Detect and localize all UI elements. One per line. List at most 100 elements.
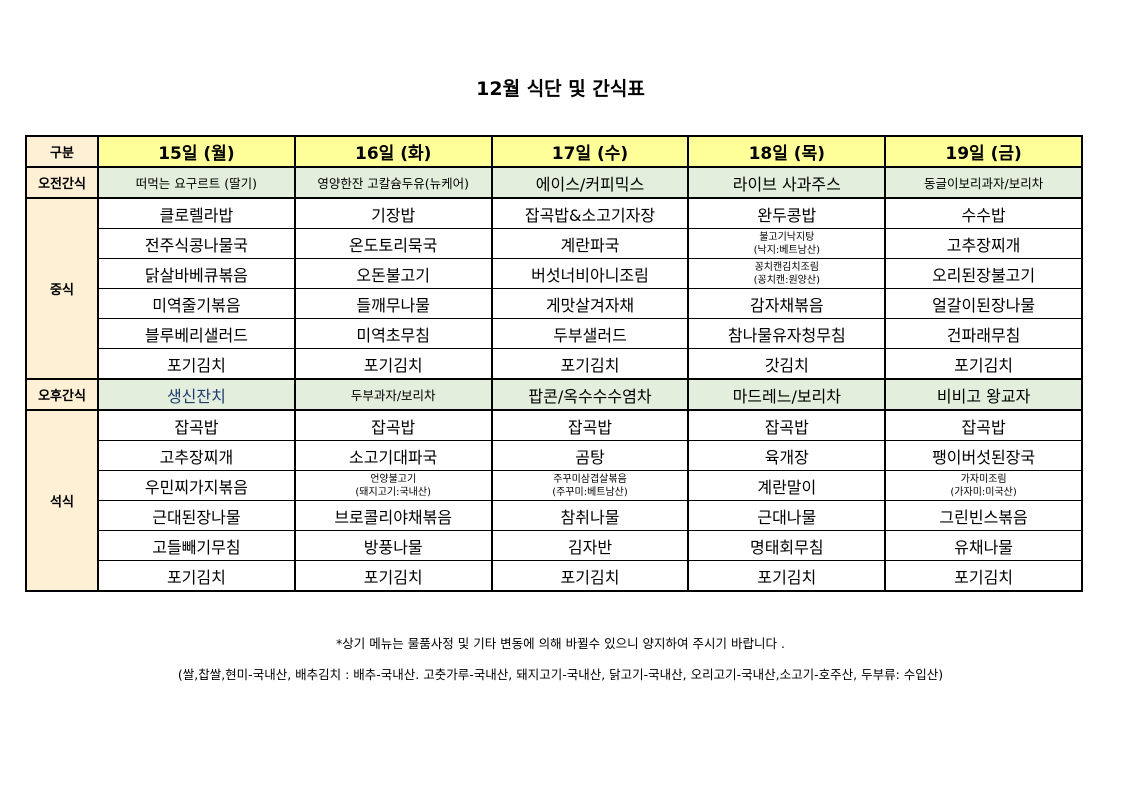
lunch-row: 포기김치 포기김치 포기김치 갓김치 포기김치: [26, 348, 1083, 380]
dinner-row: 고들빼기무침 방풍나물 김자반 명태회무침 유채나물: [26, 530, 1083, 561]
row-label: 중식: [25, 197, 99, 380]
menu-cell: 명태회무침: [687, 530, 887, 561]
menu-cell: 근대나물: [687, 500, 887, 531]
dinner-row: 근대된장나물 브로콜리야채볶음 참취나물 근대나물 그린빈스볶음: [26, 500, 1083, 531]
header-row: 구분 15일 (월) 16일 (화) 17일 (수) 18일 (목) 19일 (금): [25, 135, 1083, 168]
origin-text: (쌀,찹쌀,현미-국내산, 배추김치 : 배추-국내산. 고춧가루-국내산, 돼…: [177, 667, 944, 682]
menu-cell: 포기김치: [97, 560, 296, 592]
dinner-row: 우민찌가지볶음 언양불고기 (돼지고기:국내산) 주꾸미삼겹살볶음 (주꾸미:베트남산)…: [26, 470, 1083, 501]
menu-table: 구분 15일 (월) 16일 (화) 17일 (수) 18일 (목) 19일 (금) 오전간…: [25, 135, 1083, 592]
menu-cell: 동글이보리과자/보리차: [884, 166, 1083, 199]
menu-cell: 마드레느/보리차: [687, 378, 887, 411]
menu-cell: 전주식콩나물국: [97, 228, 296, 259]
lunch-row: 중식 클로렐라밥 기장밥 잡곡밥&소고기자장 완두콩밥 수수밥: [25, 197, 1083, 380]
menu-cell: 꽁치캔김치조림 (꽁치캔:원양산): [687, 258, 887, 289]
lunch-row: 블루베리샐러드 미역초무침 두부샐러드 참나물유자청무침 건파래무침: [26, 318, 1083, 349]
menu-cell: 얼갈이된장나물: [884, 288, 1083, 319]
menu-cell: 육개장: [687, 440, 887, 471]
menu-cell: 미역줄기볶음: [97, 288, 296, 319]
lunch-row: 미역줄기볶음 들깨무나물 게맛살겨자채 감자채볶음 얼갈이된장나물: [26, 288, 1083, 319]
menu-cell: 고들빼기무침: [97, 530, 296, 561]
menu-cell: 오돈불고기: [293, 258, 493, 289]
menu-cell: 우민찌가지볶음: [97, 470, 296, 501]
menu-cell: 불고기낙지탕 (낙지:베트남산): [687, 228, 887, 259]
menu-cell: 근대된장나물: [97, 500, 296, 531]
menu-cell: 계란파국: [490, 228, 690, 259]
menu-cell: 수수밥: [884, 197, 1083, 229]
menu-cell: 닭살바베큐볶음: [97, 258, 296, 289]
menu-cell: 기장밥: [293, 197, 493, 229]
menu-cell: 가자미조림 (가자미:미국산): [884, 470, 1083, 501]
menu-item: 꽁치캔김치조림: [754, 261, 819, 273]
menu-cell: 고추장찌개: [97, 440, 296, 471]
menu-cell: 비비고 왕교자: [884, 378, 1083, 411]
menu-cell: 언양불고기 (돼지고기:국내산): [293, 470, 493, 501]
day-header: 16일 (화): [293, 135, 493, 168]
row-label: 오후간식: [25, 378, 99, 411]
lunch-row: 전주식콩나물국 온도토리묵국 계란파국 불고기낙지탕 (낙지:베트남산) 고추장찌개: [26, 228, 1083, 259]
menu-item: 불고기낙지탕: [759, 231, 815, 243]
menu-cell: 포기김치: [490, 348, 690, 380]
dinner-row: 포기김치 포기김치 포기김치 포기김치 포기김치: [26, 560, 1083, 592]
menu-cell: 게맛살겨자채: [490, 288, 690, 319]
menu-cell: 두부과자/보리차: [293, 378, 493, 411]
menu-cell: 브로콜리야채볶음: [293, 500, 493, 531]
dinner-row: 고추장찌개 소고기대파국 곰탕 육개장 팽이버섯된장국: [26, 440, 1083, 471]
origin-note: (주꾸미:베트남산): [552, 486, 628, 498]
menu-cell: 잡곡밥: [687, 409, 887, 441]
row-label: 오전간식: [25, 166, 99, 199]
menu-cell: 김자반: [490, 530, 690, 561]
origin-note: (낙지:베트남산): [753, 244, 820, 256]
menu-cell: 포기김치: [97, 348, 296, 380]
menu-cell: 생신잔치: [97, 378, 296, 411]
menu-cell: 포기김치: [687, 560, 887, 592]
menu-cell: 온도토리묵국: [293, 228, 493, 259]
menu-cell: 클로렐라밥: [97, 197, 296, 229]
day-header: 15일 (월): [97, 135, 296, 168]
origin-note: (꽁치캔:원양산): [753, 274, 820, 286]
menu-cell: 유채나물: [884, 530, 1083, 561]
menu-cell: 감자채볶음: [687, 288, 887, 319]
menu-cell: 고추장찌개: [884, 228, 1083, 259]
dinner-row: 석식 잡곡밥 잡곡밥 잡곡밥 잡곡밥 잡곡밥: [25, 409, 1083, 592]
menu-cell: 방풍나물: [293, 530, 493, 561]
menu-cell: 잡곡밥: [293, 409, 493, 441]
header-label: 구분: [25, 135, 99, 168]
menu-cell: 잡곡밥&소고기자장: [490, 197, 690, 229]
menu-cell: 포기김치: [293, 348, 493, 380]
menu-cell: 오리된장불고기: [884, 258, 1083, 289]
row-label: 석식: [25, 409, 99, 592]
menu-cell: 잡곡밥: [490, 409, 690, 441]
menu-cell: 블루베리샐러드: [97, 318, 296, 349]
menu-cell: 포기김치: [490, 560, 690, 592]
menu-item: 주꾸미삼겹살볶음: [553, 473, 627, 485]
menu-cell: 팽이버섯된장국: [884, 440, 1083, 471]
menu-cell: 참나물유자청무침: [687, 318, 887, 349]
lunch-row: 닭살바베큐볶음 오돈불고기 버섯너비아니조림 꽁치캔김치조림 (꽁치캔:원양산) 오리된장…: [26, 258, 1083, 289]
day-header: 18일 (목): [687, 135, 887, 168]
menu-cell: 주꾸미삼겹살볶음 (주꾸미:베트남산): [490, 470, 690, 501]
morning-snack-row: 오전간식 떠먹는 요구르트 (딸기) 영양한잔 고칼슘두유(뉴케어) 에이스/커피믹스…: [25, 166, 1083, 199]
menu-cell: 갓김치: [687, 348, 887, 380]
menu-cell: 포기김치: [293, 560, 493, 592]
menu-cell: 영양한잔 고칼슘두유(뉴케어): [293, 166, 493, 199]
notice-text: *상기 메뉴는 물품사정 및 기타 변동에 의해 바뀔수 있으니 양지하여 주시…: [336, 636, 785, 651]
menu-cell: 건파래무침: [884, 318, 1083, 349]
menu-cell: 포기김치: [884, 348, 1083, 380]
menu-cell: 라이브 사과주스: [687, 166, 887, 199]
menu-cell: 팝콘/옥수수수염차: [490, 378, 690, 411]
menu-cell: 소고기대파국: [293, 440, 493, 471]
menu-cell: 버섯너비아니조림: [490, 258, 690, 289]
menu-cell: 미역초무침: [293, 318, 493, 349]
menu-cell: 들깨무나물: [293, 288, 493, 319]
menu-cell: 떠먹는 요구르트 (딸기): [97, 166, 296, 199]
day-header: 17일 (수): [490, 135, 690, 168]
menu-cell: 곰탕: [490, 440, 690, 471]
menu-cell: 두부샐러드: [490, 318, 690, 349]
day-header: 19일 (금): [884, 135, 1083, 168]
menu-cell: 에이스/커피믹스: [490, 166, 690, 199]
menu-cell: 잡곡밥: [884, 409, 1083, 441]
menu-item: 언양불고기: [370, 473, 417, 485]
page-title: 12월 식단 및 간식표: [476, 78, 645, 100]
afternoon-snack-row: 오후간식 생신잔치 두부과자/보리차 팝콘/옥수수수염차 마드레느/보리차 비비고 왕교자: [25, 378, 1083, 411]
